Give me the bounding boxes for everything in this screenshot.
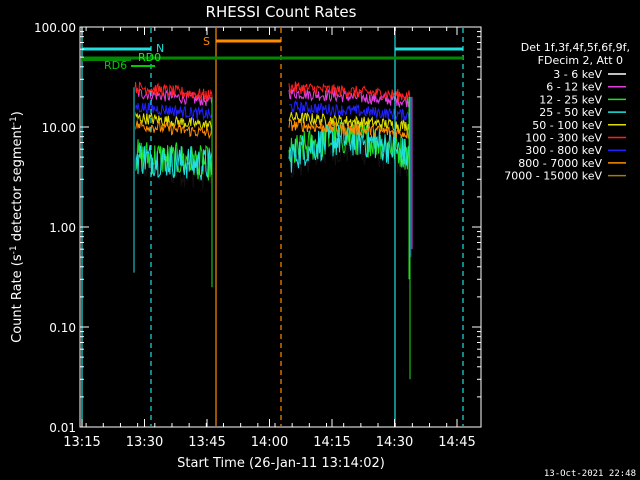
chart-title: RHESSI Count Rates [206,3,357,21]
axes [79,26,482,428]
series-line [288,119,411,139]
annotations: S N RD0 RD6 [104,35,210,72]
x-tick-label: 13:45 [188,435,225,450]
x-tick-label: 13:15 [63,435,100,450]
y-label-sup2: -1 [9,116,19,125]
y-tick-label: 100.00 [34,21,76,35]
legend-item-label: 6 - 12 keV [546,81,602,94]
y-label-part1: Count Rate (s [10,254,25,343]
y-tick-label: 0.10 [49,321,76,335]
series-line [133,100,213,121]
timestamp: 13-Oct-2021 22:48 [544,469,636,479]
legend-header-1: Det 1f,3f,4f,5f,6f,9f, [521,41,630,54]
legend-item-label: 7000 - 15000 keV [504,170,602,183]
legend-item-label: 12 - 25 keV [539,93,602,106]
rd0-label: RD0 [138,51,161,64]
y-label-sup1: -1 [9,245,19,254]
legend-item-label: 100 - 300 keV [525,132,602,145]
y-tick-label: 10.00 [42,121,76,135]
legend-header-2: FDecim 2, Att 0 [538,54,623,67]
y-tick-label: 0.01 [49,421,76,435]
x-tick-label: 14:00 [251,435,288,450]
x-axis-label: Start Time (26-Jan-11 13:14:02) [177,456,385,471]
series-line [288,100,411,121]
y-label-part2: detector segment [10,125,25,245]
y-tick-labels: 100.00 10.00 1.00 0.10 0.01 [34,21,76,435]
x-tick-label: 14:30 [376,435,413,450]
series-line [133,120,213,140]
legend-item-label: 800 - 7000 keV [518,157,602,170]
series-line [288,88,411,109]
x-tick-label: 14:45 [438,435,475,450]
legend-item-label: 50 - 100 keV [532,119,602,132]
legend-item-label: 25 - 50 keV [539,106,602,119]
series-line [133,81,213,102]
x-tick-label: 13:30 [126,435,163,450]
x-tick-labels: 13:15 13:30 13:45 14:00 14:15 14:30 14:45 [63,435,475,450]
legend-item-label: 3 - 6 keV [553,68,602,81]
series-line [288,111,411,134]
s-flag-label: S [203,35,210,48]
series-line [288,81,411,101]
y-axis-label: Count Rate (s-1 detector segment-1) [9,111,25,343]
n-flag-label: N [156,42,164,55]
legend-item-label: 300 - 800 keV [525,144,602,157]
x-tick-label: 14:15 [313,435,350,450]
y-tick-label: 1.00 [49,221,76,235]
rd6-label: RD6 [104,59,127,72]
series-line [133,143,213,181]
series-line [133,111,213,131]
legend: Det 1f,3f,4f,5f,6f,9f, FDecim 2, Att 0 3… [504,41,630,183]
y-label-part3: ) [10,111,25,116]
